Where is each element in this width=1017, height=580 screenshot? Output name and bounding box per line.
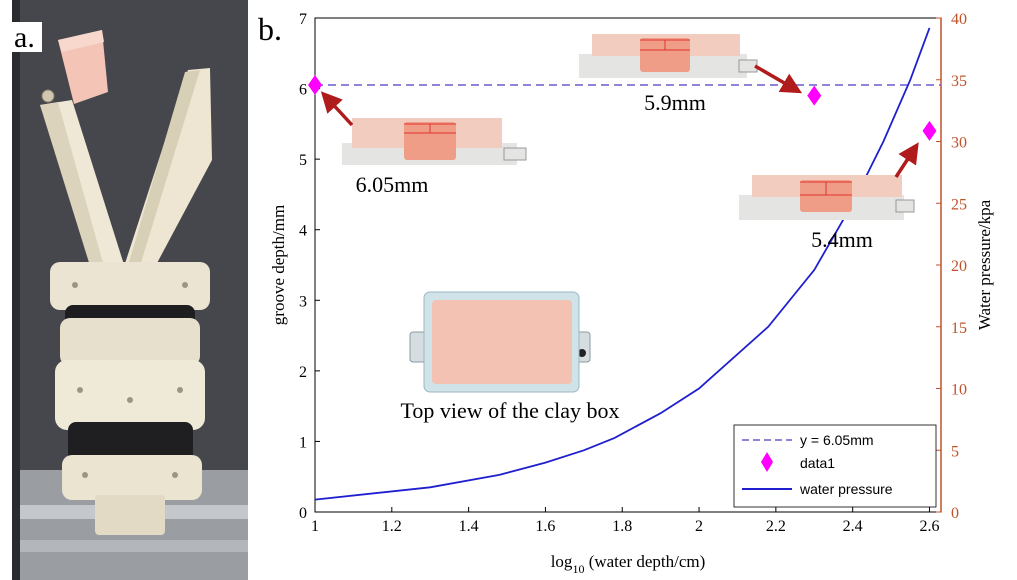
y-tick-label-5: 5 [299, 152, 307, 169]
y2-tick-label-3: 15 [951, 320, 967, 337]
annotation-6-05mm: 6.05mm [356, 172, 429, 197]
y-tick-label-1: 1 [299, 434, 307, 451]
gripper-photo: a. [12, 0, 248, 580]
cross-section-right [739, 175, 915, 220]
data1-point-0 [308, 75, 322, 96]
y-tick-label-2: 2 [299, 364, 307, 381]
cross-section-left [342, 118, 527, 165]
y-tick-label-7: 7 [299, 11, 307, 28]
arrow-right [894, 142, 919, 178]
legend-entry-hline: y = 6.05mm [800, 432, 874, 448]
x-tick-label-1: 1.2 [382, 518, 402, 535]
legend-entry-data1: data1 [800, 455, 835, 471]
y2-tick-label-0: 0 [951, 505, 959, 522]
y2-axis-title: Water pressure/kpa [975, 199, 994, 330]
x-tick-label-0: 1 [311, 518, 319, 535]
y2-tick-label-8: 40 [951, 11, 967, 28]
y2-tick-label-6: 30 [951, 135, 967, 152]
x-tick-label-4: 1.8 [612, 518, 632, 535]
legend-swatch-marker [761, 452, 773, 472]
y2-tick-label-2: 10 [951, 382, 967, 399]
y-tick-label-6: 6 [299, 82, 307, 99]
x-axis-title: log10 (water depth/cm) [551, 552, 706, 576]
x-tick-label-5: 2 [695, 518, 703, 535]
panel-b-label: b. [258, 11, 282, 47]
y-axis-title: groove depth/mm [269, 205, 288, 325]
arrow-left [320, 91, 354, 127]
y-tick-label-3: 3 [299, 293, 307, 310]
y2-axis-ticks: 0 5 10 15 20 25 30 35 40 [936, 11, 967, 522]
y2-tick-label-7: 35 [951, 73, 967, 90]
data1-point-2 [922, 120, 937, 141]
data1-point-1 [807, 85, 822, 106]
x-tick-label-6: 2.2 [766, 518, 786, 535]
y-axis-ticks: 0 1 2 3 4 5 6 7 [299, 11, 320, 522]
arrow-top [754, 64, 803, 94]
clay-box-top-view [409, 291, 591, 393]
x-tick-label-2: 1.4 [459, 518, 479, 535]
x-tick-label-8: 2.6 [919, 518, 939, 535]
annotation-5-4mm: 5.4mm [811, 227, 873, 252]
panel-a-label: a. [14, 21, 35, 54]
y-tick-label-0: 0 [299, 505, 307, 522]
x-tick-label-7: 2.4 [843, 518, 863, 535]
y-tick-label-4: 4 [299, 223, 307, 240]
cross-section-top [579, 34, 758, 78]
water-pressure-line [314, 27, 931, 501]
y2-tick-label-4: 20 [951, 258, 967, 275]
inset-caption: Top view of the clay box [400, 398, 619, 423]
y2-tick-label-5: 25 [951, 196, 967, 213]
x-tick-label-3: 1.6 [535, 518, 555, 535]
legend: y = 6.05mm data1 water pressure [733, 424, 937, 508]
legend-entry-water-pressure: water pressure [799, 481, 893, 497]
x-axis-ticks: 1 1.2 1.4 1.6 1.8 2 2.2 2.4 2.6 [311, 507, 939, 535]
annotation-5-9mm: 5.9mm [644, 90, 706, 115]
y2-tick-label-1: 5 [951, 443, 959, 460]
